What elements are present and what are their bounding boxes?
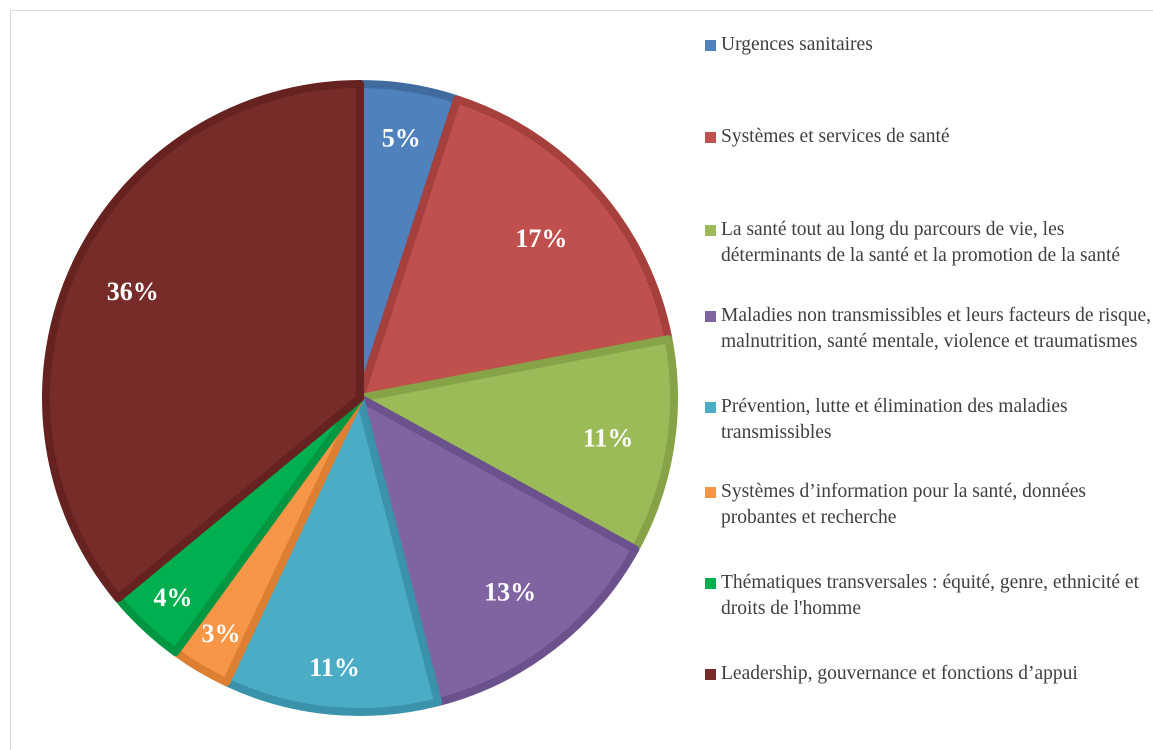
slice-label-7: 4% xyxy=(153,583,192,612)
legend-label-1: Urgences sanitaires xyxy=(721,34,873,55)
pie-chart: 5% 17% 11% 13% 11% 3% 4% 36% xyxy=(42,80,678,716)
legend-swatch-1 xyxy=(705,40,716,51)
legend-label-3: La santé tout au long du parcours de vie… xyxy=(721,219,1121,266)
legend-swatch-7 xyxy=(705,578,716,589)
pie-slice-5 xyxy=(222,394,443,716)
legend-item-4: Maladies non transmissibles et leurs fac… xyxy=(705,303,1153,355)
slice-label-2: 17% xyxy=(515,224,567,253)
legend-label-6: Systèmes d’information pour la santé, do… xyxy=(721,481,1087,528)
legend-item-3: La santé tout au long du parcours de vie… xyxy=(705,217,1153,269)
legend-item-6: Systèmes d’information pour la santé, do… xyxy=(705,479,1153,531)
slice-label-1: 5% xyxy=(382,123,421,152)
legend-item-2: Systèmes et services de santé xyxy=(705,124,1153,150)
pie-slice-8 xyxy=(42,80,364,603)
slice-label-5: 11% xyxy=(309,653,360,682)
legend-swatch-6 xyxy=(705,487,716,498)
legend-swatch-3 xyxy=(705,225,716,236)
legend-label-5: Prévention, lutte et élimination des mal… xyxy=(721,396,1068,443)
legend-swatch-4 xyxy=(705,311,716,322)
legend-item-8: Leadership, gouvernance et fonctions d’a… xyxy=(705,661,1153,687)
legend-swatch-8 xyxy=(705,669,716,680)
legend-label-7: Thématiques transversales : équité, genr… xyxy=(721,572,1140,619)
legend-label-2: Systèmes et services de santé xyxy=(721,126,950,147)
pie-slice-4 xyxy=(356,394,640,707)
pie-slice-2 xyxy=(356,95,673,402)
slice-label-8: 36% xyxy=(107,277,159,306)
chart-frame xyxy=(10,10,1153,750)
slice-label-4: 13% xyxy=(484,578,536,607)
legend-label-8: Leadership, gouvernance et fonctions d’a… xyxy=(721,663,1078,684)
legend-item-5: Prévention, lutte et élimination des mal… xyxy=(705,394,1153,446)
legend-swatch-5 xyxy=(705,402,716,413)
legend-label-4: Maladies non transmissibles et leurs fac… xyxy=(721,305,1151,352)
legend-swatch-2 xyxy=(705,132,716,143)
legend-item-7: Thématiques transversales : équité, genr… xyxy=(705,570,1153,622)
legend-item-1: Urgences sanitaires xyxy=(705,32,1153,58)
slice-label-6: 3% xyxy=(201,619,240,648)
pie-slice-3 xyxy=(356,335,678,554)
slice-label-3: 11% xyxy=(583,423,634,452)
